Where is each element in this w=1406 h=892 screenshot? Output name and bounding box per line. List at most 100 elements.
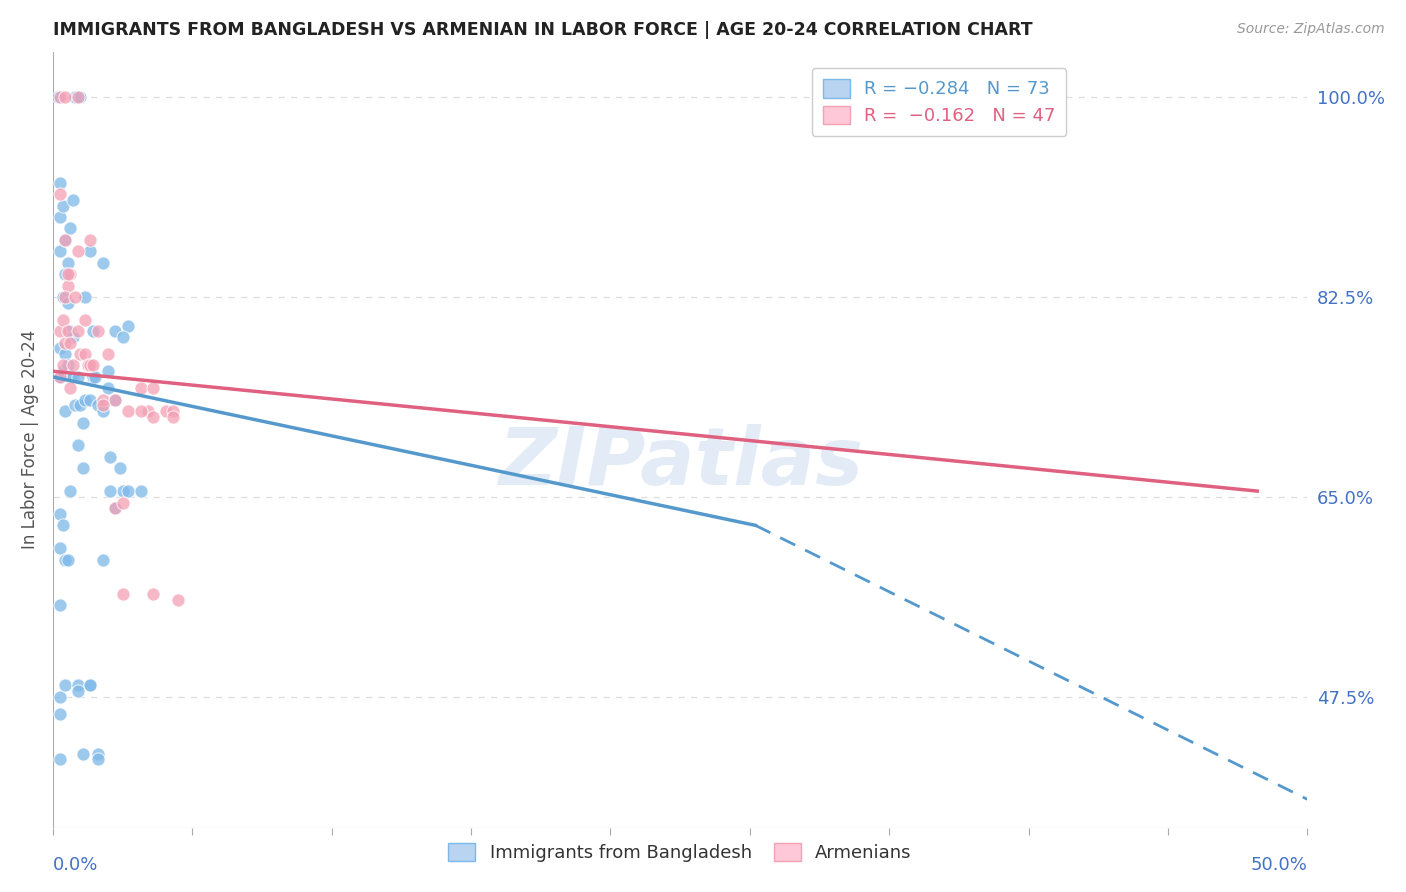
Point — [49, 370, 72, 384]
Point — [62, 330, 84, 344]
Point — [53, 233, 76, 247]
Point — [91, 552, 114, 566]
Point — [91, 392, 114, 407]
Point — [59, 324, 82, 338]
Point — [162, 409, 184, 424]
Point — [66, 90, 89, 104]
Point — [69, 90, 91, 104]
Point — [66, 684, 89, 698]
Point — [52, 359, 75, 373]
Point — [82, 359, 104, 373]
Point — [53, 404, 76, 418]
Point — [66, 370, 89, 384]
Point — [59, 484, 82, 499]
Point — [79, 392, 101, 407]
Point — [117, 484, 139, 499]
Point — [65, 290, 87, 304]
Point — [49, 690, 72, 704]
Point — [56, 267, 79, 281]
Point — [49, 210, 72, 224]
Point — [155, 404, 177, 418]
Point — [79, 359, 101, 373]
Point — [100, 450, 122, 464]
Point — [66, 678, 89, 692]
Point — [142, 409, 165, 424]
Point — [52, 364, 75, 378]
Point — [87, 747, 110, 761]
Point — [53, 335, 76, 350]
Point — [49, 324, 72, 338]
Point — [53, 678, 76, 692]
Point — [117, 404, 139, 418]
Point — [46, 90, 69, 104]
Point — [75, 392, 97, 407]
Point — [82, 370, 104, 384]
Point — [52, 518, 75, 533]
Point — [104, 392, 127, 407]
Point — [75, 313, 97, 327]
Point — [53, 233, 76, 247]
Point — [49, 370, 72, 384]
Point — [129, 404, 152, 418]
Point — [104, 392, 127, 407]
Point — [49, 599, 72, 613]
Point — [97, 364, 120, 378]
Point — [53, 90, 76, 104]
Point — [53, 552, 76, 566]
Point — [75, 347, 97, 361]
Point — [87, 752, 110, 766]
Point — [111, 495, 134, 509]
Point — [87, 324, 110, 338]
Y-axis label: In Labor Force | Age 20-24: In Labor Force | Age 20-24 — [21, 330, 39, 549]
Point — [56, 295, 79, 310]
Point — [49, 752, 72, 766]
Point — [49, 244, 72, 259]
Point — [52, 199, 75, 213]
Point — [49, 541, 72, 556]
Point — [100, 484, 122, 499]
Point — [72, 416, 94, 430]
Point — [79, 678, 101, 692]
Point — [49, 176, 72, 190]
Point — [56, 256, 79, 270]
Point — [167, 592, 190, 607]
Point — [75, 290, 97, 304]
Text: ZIPatlas: ZIPatlas — [498, 424, 863, 502]
Point — [97, 381, 120, 395]
Point — [59, 335, 82, 350]
Point — [66, 244, 89, 259]
Point — [97, 347, 120, 361]
Point — [59, 370, 82, 384]
Point — [79, 244, 101, 259]
Legend: Immigrants from Bangladesh, Armenians: Immigrants from Bangladesh, Armenians — [441, 836, 920, 870]
Point — [52, 290, 75, 304]
Point — [142, 587, 165, 601]
Point — [56, 324, 79, 338]
Point — [110, 461, 132, 475]
Point — [84, 370, 107, 384]
Point — [65, 90, 87, 104]
Point — [65, 399, 87, 413]
Point — [49, 342, 72, 356]
Point — [91, 399, 114, 413]
Point — [59, 267, 82, 281]
Point — [136, 404, 159, 418]
Point — [111, 330, 134, 344]
Text: 50.0%: 50.0% — [1250, 856, 1308, 874]
Point — [104, 501, 127, 516]
Point — [49, 187, 72, 202]
Point — [66, 438, 89, 452]
Point — [91, 256, 114, 270]
Point — [129, 484, 152, 499]
Text: Source: ZipAtlas.com: Source: ZipAtlas.com — [1237, 22, 1385, 37]
Point — [82, 324, 104, 338]
Point — [117, 318, 139, 333]
Point — [52, 313, 75, 327]
Point — [53, 267, 76, 281]
Point — [72, 461, 94, 475]
Text: 0.0%: 0.0% — [52, 856, 98, 874]
Text: IMMIGRANTS FROM BANGLADESH VS ARMENIAN IN LABOR FORCE | AGE 20-24 CORRELATION CH: IMMIGRANTS FROM BANGLADESH VS ARMENIAN I… — [52, 21, 1032, 39]
Point — [142, 381, 165, 395]
Point — [53, 290, 76, 304]
Point — [49, 706, 72, 721]
